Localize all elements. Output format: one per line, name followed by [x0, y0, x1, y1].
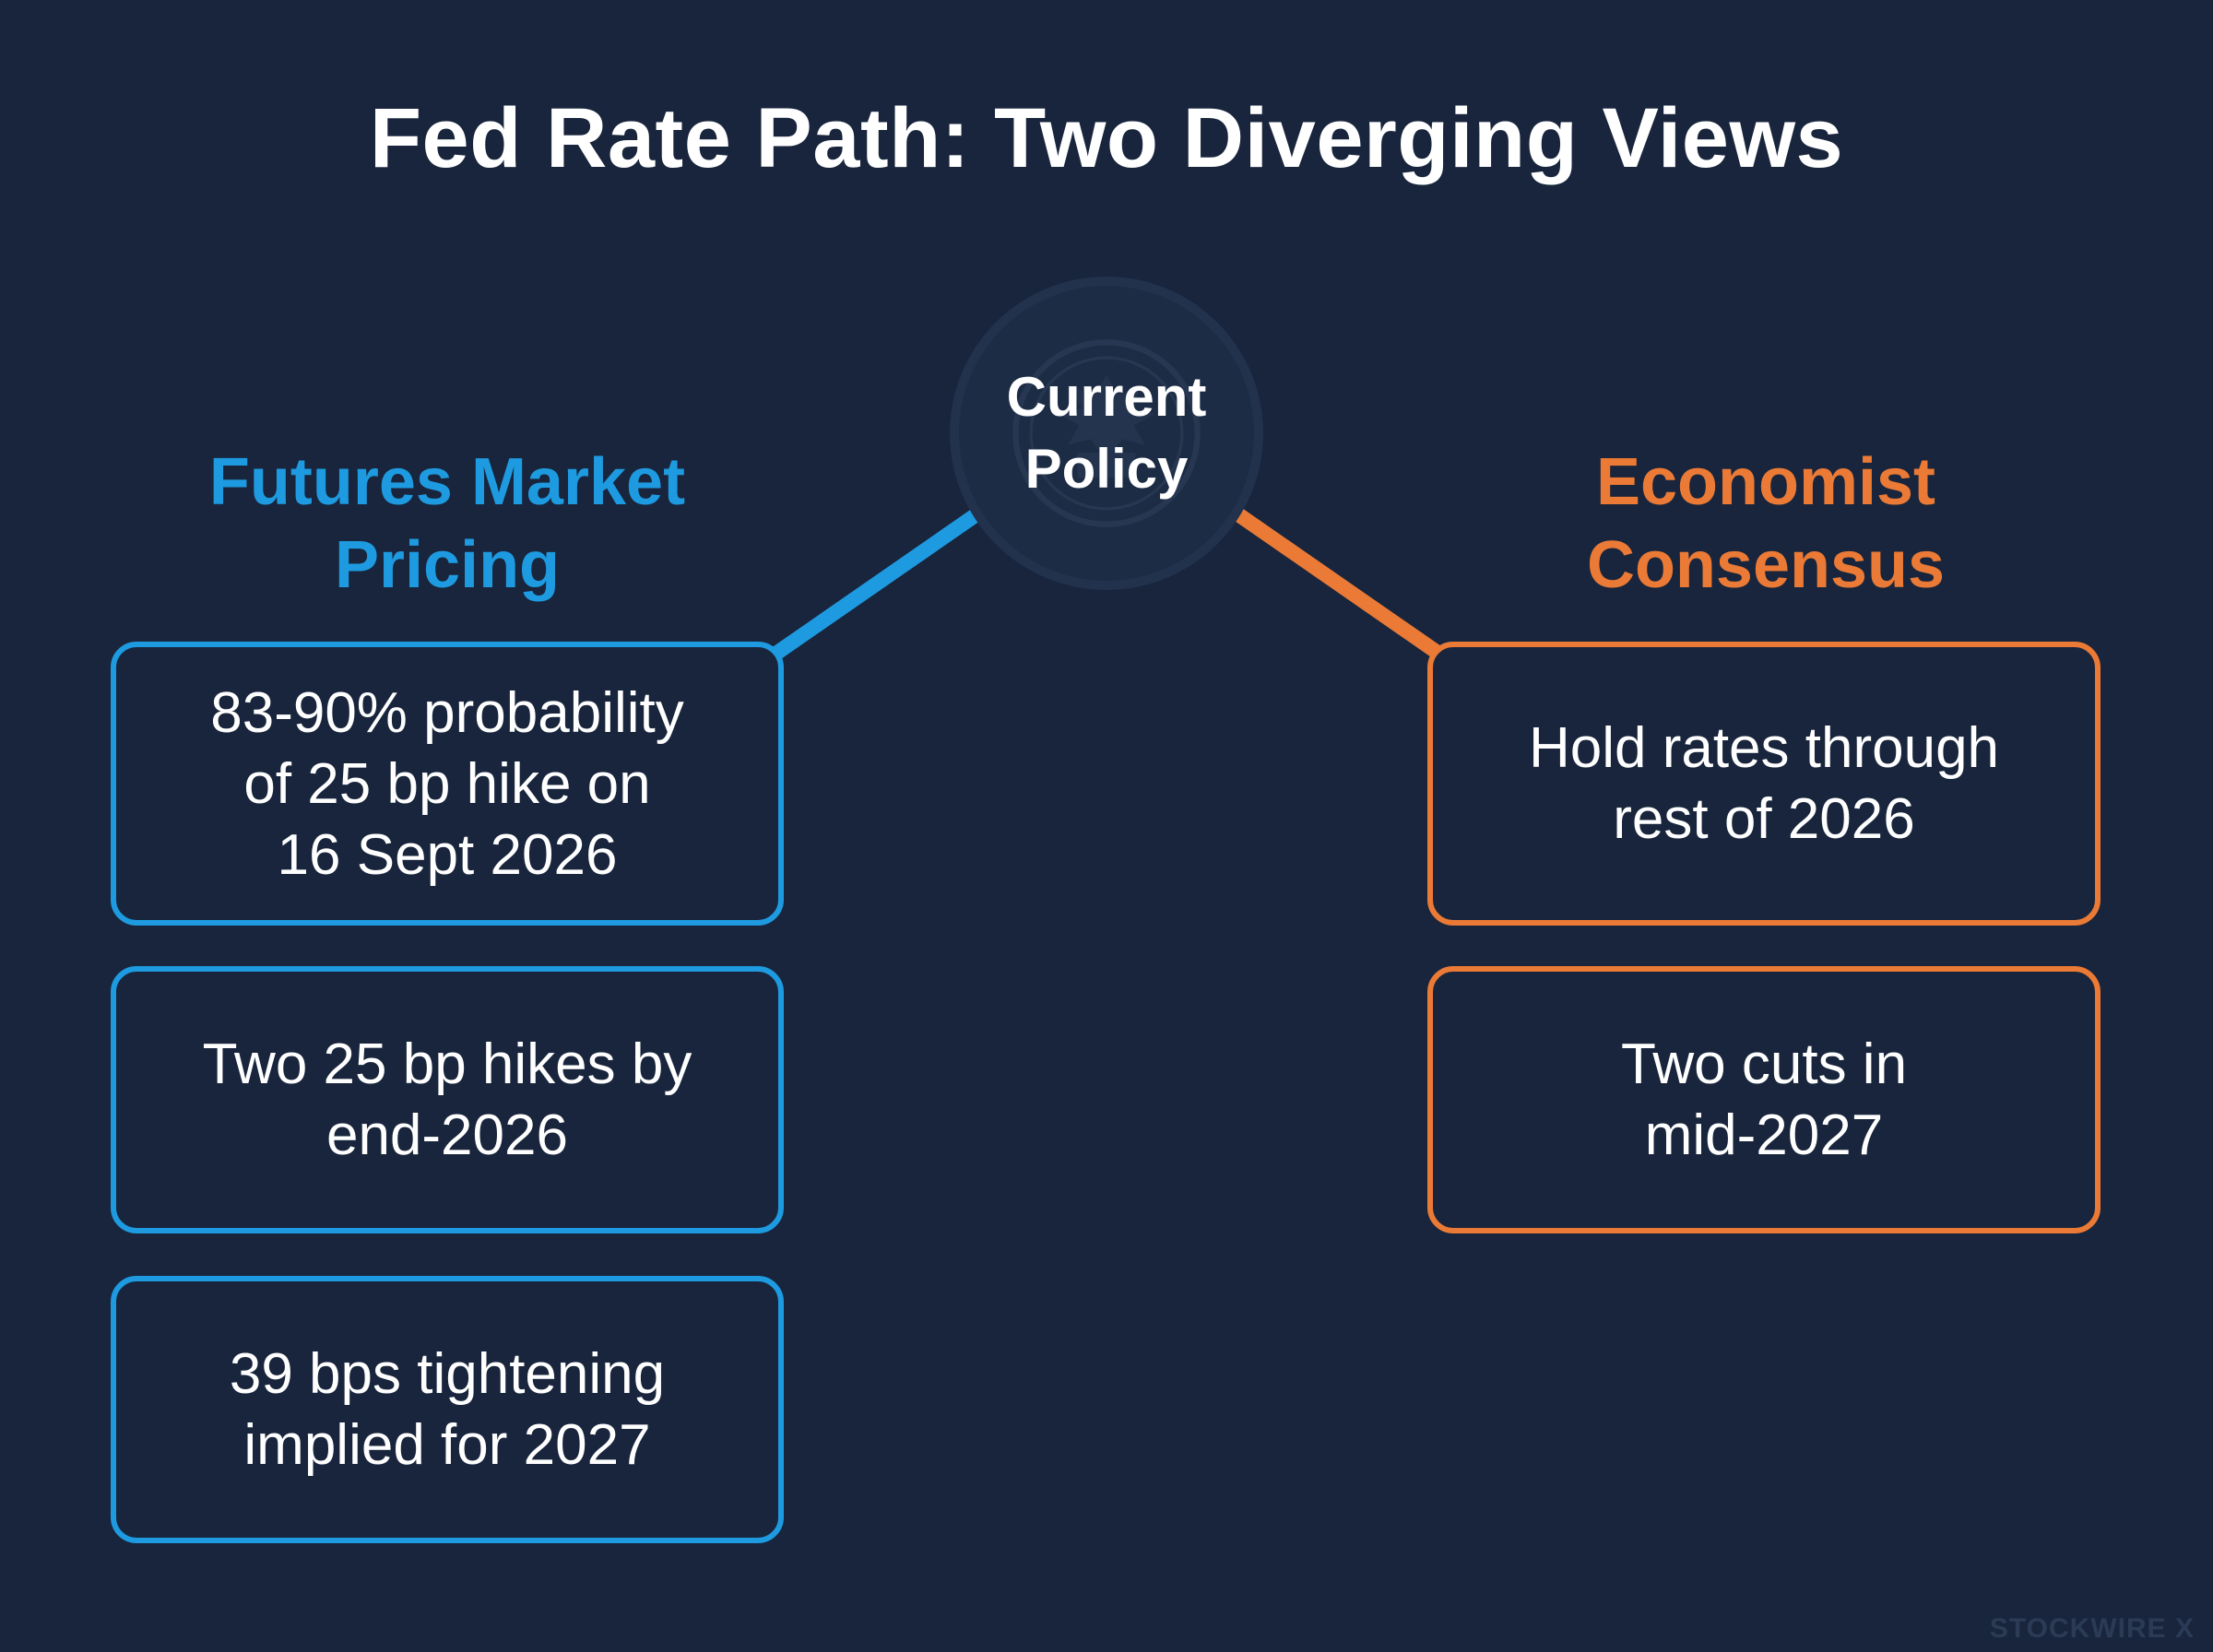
- futures-card-1-text: 83-90% probability of 25 bp hike on 16 S…: [210, 680, 684, 887]
- hub-label: Current Policy: [1006, 366, 1207, 500]
- consensus-card-2-text: Two cuts in mid-2027: [1620, 1032, 1908, 1167]
- futures-card-2: Two 25 bp hikes by end-2026: [111, 966, 784, 1233]
- futures-market-heading: Futures Market Pricing: [208, 445, 686, 602]
- consensus-card-1: Hold rates through rest of 2026: [1427, 642, 2101, 926]
- consensus-card-2: Two cuts in mid-2027: [1427, 966, 2101, 1233]
- economist-consensus-heading: Economist Consensus: [1586, 445, 1946, 602]
- fed-seal-icon: [1012, 339, 1201, 527]
- futures-card-1: 83-90% probability of 25 bp hike on 16 S…: [111, 642, 784, 926]
- current-policy-node: Current Policy: [959, 286, 1254, 581]
- futures-card-3-text: 39 bps tightening implied for 2027: [229, 1342, 666, 1477]
- futures-card-3: 39 bps tightening implied for 2027: [111, 1276, 784, 1543]
- consensus-card-1-text: Hold rates through rest of 2026: [1528, 716, 2000, 851]
- page-title: Fed Rate Path: Two Diverging Views: [369, 91, 1844, 185]
- watermark-logo: STOCKWIRE X: [1989, 1613, 2195, 1644]
- futures-card-2-text: Two 25 bp hikes by end-2026: [202, 1032, 692, 1167]
- connector-left: [770, 506, 984, 661]
- connector-right: [1231, 506, 1445, 661]
